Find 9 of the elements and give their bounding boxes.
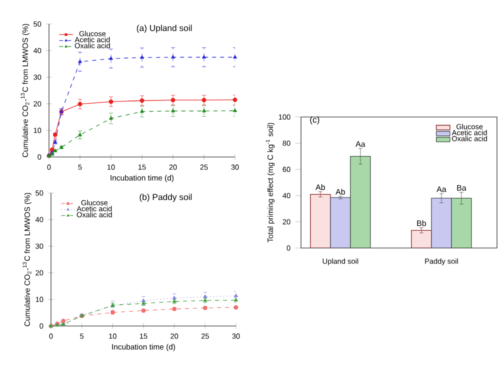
chart-title: (c) xyxy=(310,116,320,124)
data-label: Aa xyxy=(356,141,366,147)
data-label: Ab xyxy=(336,188,345,195)
chart-title: (a) Upland soil xyxy=(136,24,192,33)
data-label: Bb xyxy=(417,220,426,226)
data-label: Ba xyxy=(457,185,466,191)
data-label: Aa xyxy=(436,186,446,192)
chart-title: (b) Paddy soil xyxy=(140,194,192,202)
data-label: Ab xyxy=(316,184,325,190)
